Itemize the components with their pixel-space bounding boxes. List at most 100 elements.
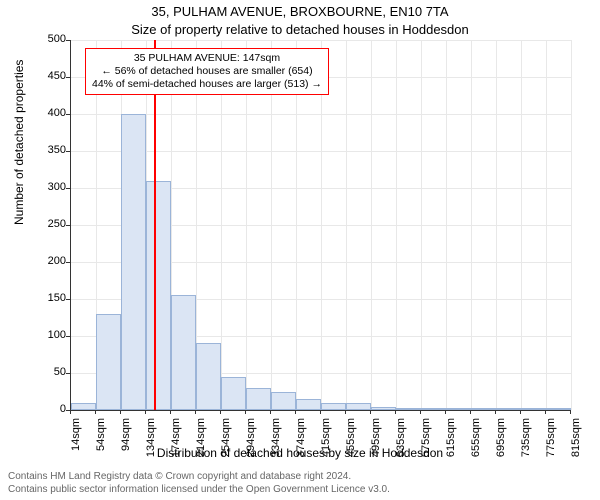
x-tick: [570, 410, 571, 414]
y-tick: [66, 225, 70, 226]
histogram-bar: [121, 114, 146, 410]
x-tick: [195, 410, 196, 414]
y-tick: [66, 373, 70, 374]
gridline-v: [446, 40, 447, 410]
histogram-bar: [71, 403, 96, 410]
x-tick-label: 455sqm: [345, 418, 357, 468]
histogram-bar: [446, 408, 471, 410]
x-tick: [295, 410, 296, 414]
x-tick-label: 735sqm: [520, 418, 532, 468]
footer-attribution: Contains HM Land Registry data © Crown c…: [8, 471, 390, 496]
histogram-bar: [146, 181, 171, 410]
x-tick-label: 94sqm: [120, 418, 132, 468]
y-tick-label: 400: [26, 107, 66, 119]
gridline-v: [421, 40, 422, 410]
x-tick-label: 655sqm: [470, 418, 482, 468]
x-tick-label: 254sqm: [220, 418, 232, 468]
y-tick-label: 50: [26, 366, 66, 378]
histogram-bar: [521, 408, 546, 410]
x-tick-label: 14sqm: [70, 418, 82, 468]
gridline-v: [271, 40, 272, 410]
y-tick-label: 200: [26, 255, 66, 267]
x-tick: [320, 410, 321, 414]
gridline-v: [321, 40, 322, 410]
histogram-bar: [321, 403, 346, 410]
gridline-v: [496, 40, 497, 410]
y-tick: [66, 336, 70, 337]
chart-title-line2: Size of property relative to detached ho…: [0, 22, 600, 37]
x-tick: [370, 410, 371, 414]
y-tick-label: 350: [26, 144, 66, 156]
gridline-v: [246, 40, 247, 410]
footer-line1: Contains HM Land Registry data © Crown c…: [8, 471, 390, 484]
x-tick: [345, 410, 346, 414]
y-tick-label: 150: [26, 292, 66, 304]
x-tick-label: 174sqm: [170, 418, 182, 468]
footer-line2: Contains public sector information licen…: [8, 484, 390, 497]
plot-area: [70, 40, 571, 411]
histogram-bar: [96, 314, 121, 410]
y-tick-label: 250: [26, 218, 66, 230]
gridline-v: [371, 40, 372, 410]
x-tick-label: 134sqm: [145, 418, 157, 468]
x-tick-label: 495sqm: [370, 418, 382, 468]
y-tick: [66, 77, 70, 78]
x-tick-label: 615sqm: [445, 418, 457, 468]
annotation-line1: 35 PULHAM AVENUE: 147sqm: [92, 52, 322, 65]
histogram-bar: [546, 408, 571, 410]
x-tick: [420, 410, 421, 414]
gridline-v: [471, 40, 472, 410]
histogram-bar: [371, 407, 396, 410]
x-tick-label: 535sqm: [395, 418, 407, 468]
gridline-v: [221, 40, 222, 410]
x-tick: [145, 410, 146, 414]
histogram-bar: [296, 399, 321, 410]
y-tick: [66, 114, 70, 115]
y-tick: [66, 299, 70, 300]
x-tick: [170, 410, 171, 414]
x-tick: [270, 410, 271, 414]
y-tick: [66, 151, 70, 152]
x-tick: [470, 410, 471, 414]
x-tick-label: 214sqm: [195, 418, 207, 468]
y-tick-label: 500: [26, 33, 66, 45]
histogram-bar: [171, 295, 196, 410]
x-tick: [520, 410, 521, 414]
x-tick-label: 334sqm: [270, 418, 282, 468]
x-tick: [70, 410, 71, 414]
histogram-bar: [471, 408, 496, 410]
x-tick-label: 575sqm: [420, 418, 432, 468]
x-tick: [395, 410, 396, 414]
gridline-v: [296, 40, 297, 410]
gridline-v: [396, 40, 397, 410]
y-tick-label: 100: [26, 329, 66, 341]
x-tick: [120, 410, 121, 414]
x-tick-label: 294sqm: [245, 418, 257, 468]
y-tick-label: 0: [26, 403, 66, 415]
x-tick-label: 695sqm: [495, 418, 507, 468]
x-tick-label: 54sqm: [95, 418, 107, 468]
x-tick: [545, 410, 546, 414]
histogram-bar: [221, 377, 246, 410]
gridline-v: [346, 40, 347, 410]
x-tick: [95, 410, 96, 414]
marker-line: [154, 40, 156, 410]
x-tick-label: 374sqm: [295, 418, 307, 468]
annotation-box: 35 PULHAM AVENUE: 147sqm← 56% of detache…: [85, 48, 329, 95]
gridline-v: [521, 40, 522, 410]
histogram-bar: [496, 408, 521, 410]
x-tick-label: 775sqm: [545, 418, 557, 468]
x-axis-title: Distribution of detached houses by size …: [0, 446, 600, 460]
histogram-bar: [246, 388, 271, 410]
gridline-v: [546, 40, 547, 410]
y-tick-label: 300: [26, 181, 66, 193]
x-tick: [445, 410, 446, 414]
x-tick-label: 415sqm: [320, 418, 332, 468]
annotation-line2: ← 56% of detached houses are smaller (65…: [92, 65, 322, 78]
y-tick-label: 450: [26, 70, 66, 82]
histogram-bar: [396, 408, 421, 410]
y-axis-title: Number of detached properties: [12, 60, 26, 225]
histogram-bar: [271, 392, 296, 411]
x-tick: [245, 410, 246, 414]
y-tick: [66, 40, 70, 41]
